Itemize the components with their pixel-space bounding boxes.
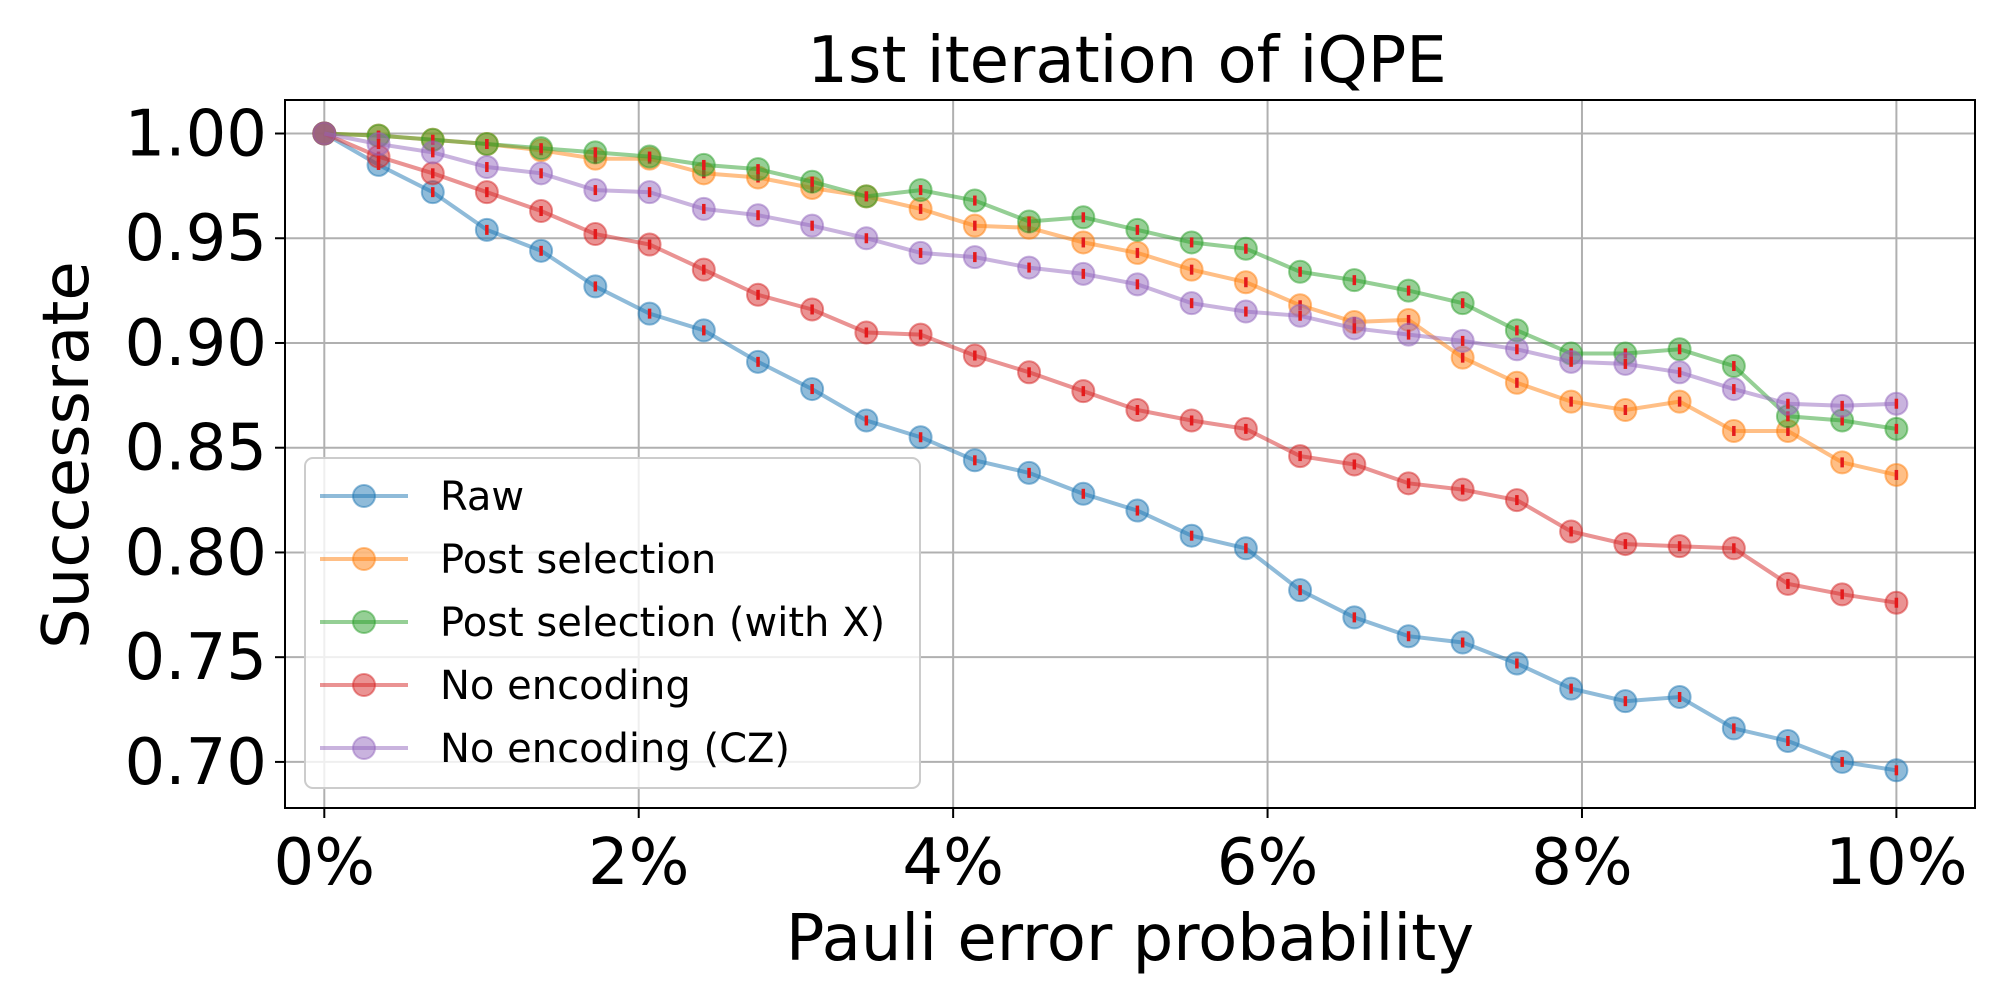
legend-box — [304, 457, 921, 789]
legend-item: Post selection (with X) — [320, 600, 885, 646]
x-tick-label: 2% — [588, 826, 690, 900]
legend-label: No encoding (CZ) — [440, 726, 790, 772]
x-tick-label: 8% — [1531, 826, 1633, 900]
x-tick-label: 6% — [1217, 826, 1319, 900]
x-axis-label: Pauli error probability — [786, 902, 1474, 976]
legend-item: Raw — [320, 474, 524, 520]
legend-label: Post selection (with X) — [440, 600, 885, 646]
y-tick-label: 0.75 — [125, 621, 268, 695]
legend: Raw Post selection Post selection (with X)… — [304, 457, 921, 789]
y-tick-label: 0.95 — [125, 202, 268, 276]
legend-item: Post selection — [320, 537, 716, 583]
series-no-encoding — [312, 121, 1909, 615]
series-raw — [312, 121, 1909, 783]
series-no-encoding-cz — [312, 121, 1909, 418]
y-axis-label: Successrate — [30, 261, 104, 649]
legend-marker-swatch — [352, 484, 376, 508]
legend-marker-swatch — [352, 673, 376, 697]
legend-label: No encoding — [440, 663, 691, 709]
chart-title: 1st iteration of iQPE — [807, 24, 1446, 98]
legend-item: No encoding — [320, 663, 691, 709]
tick-labels: 0% 2% 4% 6% 8% 10% 0.70 0.75 0.80 0.85 0.90 0.95 1.0… — [125, 98, 1968, 900]
x-tick-label: 10% — [1825, 826, 1967, 900]
y-tick-label: 0.85 — [125, 412, 268, 486]
legend-label: Post selection — [440, 537, 716, 583]
legend-label: Raw — [440, 474, 524, 520]
x-tick-label: 4% — [902, 826, 1004, 900]
series-post-selection-with-x — [312, 121, 1909, 441]
legend-marker-swatch — [352, 547, 376, 571]
y-tick-label: 0.90 — [125, 307, 268, 381]
data-point — [312, 121, 337, 146]
y-tick-label: 1.00 — [125, 98, 268, 172]
legend-marker-swatch — [352, 610, 376, 634]
plot-frame — [284, 99, 1976, 809]
legend-item: No encoding (CZ) — [320, 726, 790, 772]
plot-series — [312, 121, 1909, 783]
y-tick-label: 0.80 — [125, 516, 268, 590]
x-tick-label: 0% — [274, 826, 376, 900]
y-tick-label: 0.70 — [125, 726, 268, 800]
legend-marker-swatch — [352, 736, 376, 760]
